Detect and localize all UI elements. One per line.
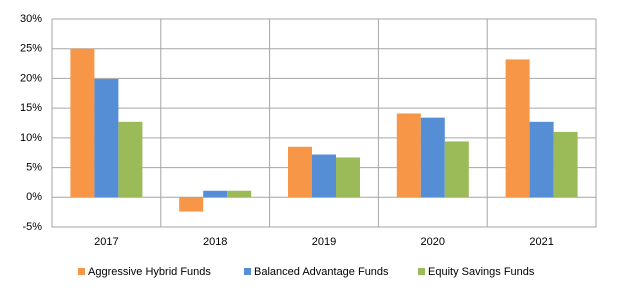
y-tick-label: 0% xyxy=(26,191,42,203)
legend-swatch xyxy=(244,268,251,275)
legend-label: Aggressive Hybrid Funds xyxy=(88,266,211,278)
legend-label: Equity Savings Funds xyxy=(428,266,535,278)
bar xyxy=(118,121,143,198)
bar xyxy=(336,157,360,198)
y-tick-label: 25% xyxy=(20,43,42,55)
y-tick-label: 10% xyxy=(20,132,42,144)
legend-swatch xyxy=(78,268,85,275)
bar xyxy=(203,190,228,198)
bar xyxy=(288,146,312,198)
bar xyxy=(179,197,204,212)
bar xyxy=(505,59,530,198)
legend-label: Balanced Advantage Funds xyxy=(254,266,389,278)
y-tick-label: 15% xyxy=(20,102,42,114)
y-tick-label: 5% xyxy=(26,161,42,173)
legend-swatch xyxy=(418,268,425,275)
bar xyxy=(312,154,336,198)
x-tick-label: 2018 xyxy=(203,236,227,248)
bar xyxy=(553,131,578,198)
bar xyxy=(529,121,554,198)
bar xyxy=(444,141,469,198)
bar xyxy=(94,79,119,198)
x-tick-label: 2020 xyxy=(421,236,445,248)
plot-border xyxy=(51,18,597,228)
bar xyxy=(396,113,421,198)
x-tick-label: 2019 xyxy=(312,236,336,248)
y-tick-label: 20% xyxy=(20,72,42,84)
y-tick-label: -5% xyxy=(22,221,42,233)
x-tick-label: 2021 xyxy=(529,236,553,248)
y-tick-label: 30% xyxy=(20,13,42,25)
bar xyxy=(70,48,95,198)
bar xyxy=(420,117,445,198)
bar xyxy=(227,190,252,198)
x-tick-label: 2017 xyxy=(94,236,118,248)
